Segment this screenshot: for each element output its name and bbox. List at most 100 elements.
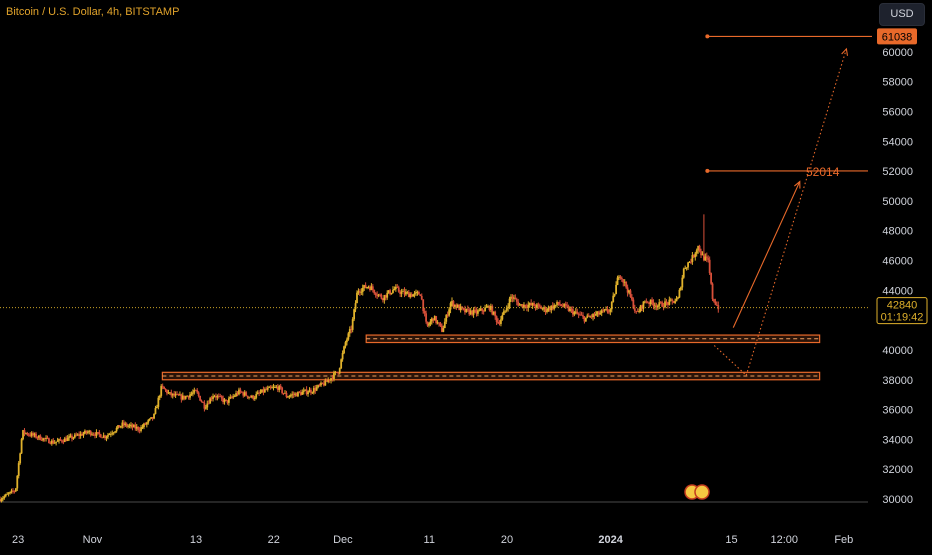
candle-body (68, 436, 70, 438)
candle-body (538, 305, 541, 307)
candle-body (45, 437, 47, 439)
candle-body (161, 385, 164, 387)
candle-body (79, 433, 82, 436)
candle-body (354, 303, 357, 310)
candle-body (603, 309, 606, 311)
candle-body (295, 393, 298, 397)
candle-body (410, 294, 413, 297)
y-tick-label: 50000 (882, 196, 913, 208)
candle-body (407, 292, 410, 298)
candle-body (150, 417, 153, 419)
candle-body (261, 389, 263, 393)
candle-body (124, 423, 127, 426)
candle-body (0, 499, 3, 502)
candle-body (643, 301, 646, 303)
candle-body (213, 396, 216, 398)
candle-body (446, 314, 449, 316)
candle-body (320, 382, 322, 386)
countdown-label: 01:19:42 (881, 312, 924, 324)
x-tick-label: 15 (725, 534, 737, 546)
candle-body (576, 311, 579, 314)
candle-body (527, 304, 530, 308)
candle-body (400, 291, 403, 294)
candle-body (315, 387, 318, 391)
candle-body (592, 313, 594, 318)
candle-body (708, 259, 711, 274)
candle-body (304, 389, 307, 391)
candle-body (153, 413, 155, 419)
candle-body (13, 491, 16, 493)
candle-body (240, 391, 243, 393)
x-tick-label: Dec (333, 534, 353, 546)
candle-body (327, 380, 330, 382)
candle-body (164, 388, 167, 391)
candle-body (84, 430, 86, 434)
candle-body (347, 333, 350, 340)
candle-body (377, 294, 380, 296)
candle-body (59, 439, 62, 441)
candle-body (582, 315, 584, 317)
candle-body (183, 395, 186, 399)
candle-body (441, 325, 443, 332)
candle-body (597, 311, 600, 315)
candle-body (380, 294, 383, 299)
candle-body (536, 304, 538, 308)
candle-body (102, 435, 105, 438)
candle-body (413, 293, 416, 295)
candle-body (436, 322, 439, 324)
candle-body (307, 392, 309, 395)
candle-body (531, 303, 534, 306)
candle-body (374, 293, 377, 296)
candle-body (679, 287, 682, 290)
x-tick-label: Feb (834, 534, 853, 546)
candle-body (638, 311, 641, 312)
candle-body (520, 304, 522, 306)
candle-body (272, 387, 275, 388)
candle-body (451, 301, 453, 304)
candle-body (541, 308, 544, 310)
candle-body (646, 302, 649, 304)
candle-body (96, 432, 99, 433)
candle-body (109, 433, 112, 435)
candle-body (49, 443, 52, 444)
candle-body (206, 403, 209, 408)
candle-body (249, 396, 252, 398)
candle-body (514, 297, 517, 300)
candle-body (191, 392, 194, 394)
candle-body (235, 393, 237, 397)
candle-body (537, 304, 540, 306)
candle-body (639, 305, 642, 312)
candle-body (252, 395, 255, 399)
candle-body (543, 307, 546, 309)
candle-body (692, 255, 695, 258)
candle-body (681, 277, 684, 288)
candle-body (574, 311, 577, 313)
candle-body (606, 309, 609, 312)
candle-body (397, 287, 400, 292)
candle-body (180, 394, 183, 400)
candle-body (688, 261, 691, 263)
candle-body (631, 297, 633, 300)
candle-body (517, 301, 520, 306)
candle-body (219, 396, 222, 397)
y-tick-label: 46000 (882, 256, 913, 268)
candle-body (671, 299, 674, 301)
candle-body (504, 310, 507, 312)
candle-body (73, 434, 76, 438)
level-anchor-61038 (705, 34, 710, 39)
candle-body (416, 292, 419, 293)
candle-body (412, 294, 415, 297)
y-tick-label: 40000 (882, 345, 913, 357)
candle-body (289, 395, 292, 397)
y-tick-label: 58000 (882, 77, 913, 89)
x-tick-label: Nov (83, 534, 103, 546)
candle-body (82, 433, 85, 436)
candle-body (590, 316, 593, 318)
candle-body (373, 289, 376, 294)
candle-body (703, 254, 705, 261)
candle-body (664, 301, 666, 308)
candle-body (23, 430, 26, 434)
currency-button[interactable]: USD (879, 3, 925, 26)
candle-body (14, 488, 17, 492)
